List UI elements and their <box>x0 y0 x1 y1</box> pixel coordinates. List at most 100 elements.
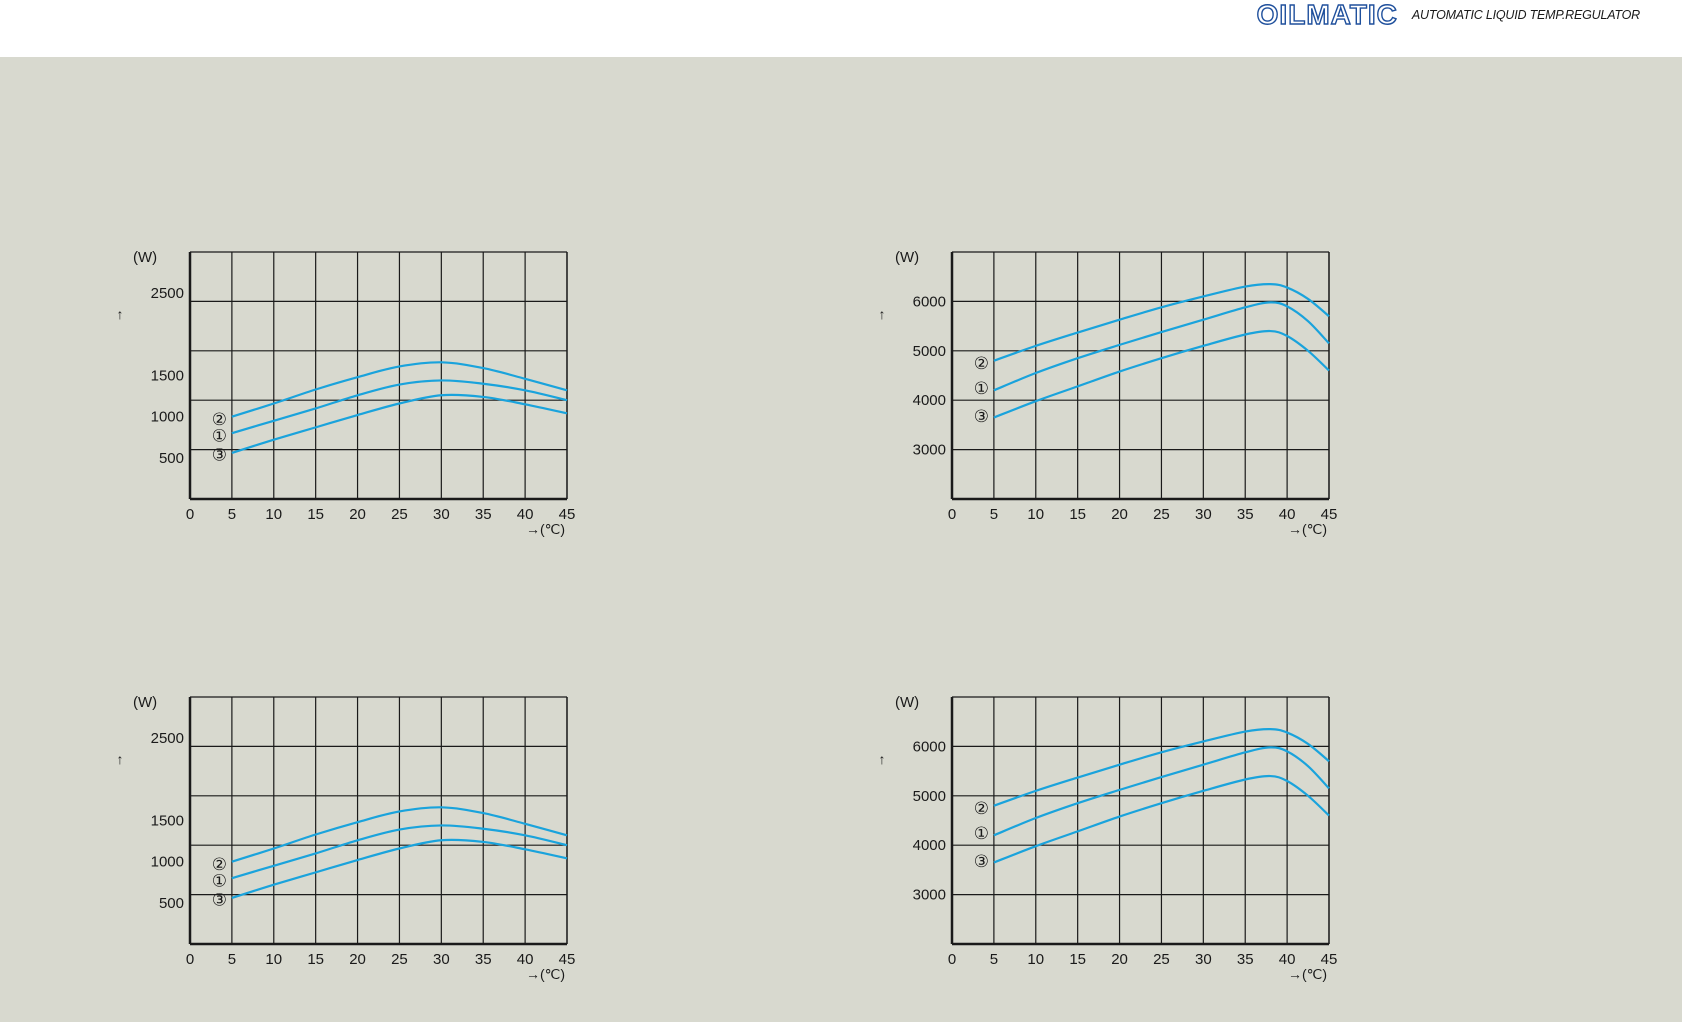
x-tick-label: 25 <box>1153 951 1170 968</box>
y-tick-label: 1000 <box>151 854 184 871</box>
y-tick-label: 500 <box>159 895 184 912</box>
y-axis-unit: (W) <box>133 694 157 711</box>
series-label: ③ <box>212 446 227 465</box>
series-line <box>231 379 568 435</box>
x-tick-label: 0 <box>186 951 194 968</box>
y-tick-label: 5000 <box>913 788 946 805</box>
brand: OILMATIC AUTOMATIC LIQUID TEMP.REGULATOR <box>1256 0 1640 31</box>
x-tick-label: 5 <box>228 506 236 523</box>
x-tick-label: 0 <box>186 506 194 523</box>
x-tick-label: 30 <box>433 951 450 968</box>
x-tick-label: 35 <box>1237 951 1254 968</box>
series-line <box>231 806 568 863</box>
brand-logo: OILMATIC <box>1256 0 1398 31</box>
series-label: ② <box>974 354 989 373</box>
chart-bottom-right: 0 5 10 15 20 25 30 35 40 45→(℃) 3000 4000 5000 6000 (W… <box>879 694 1338 982</box>
x-tick-label: 0 <box>948 506 956 523</box>
x-tick-label: 30 <box>433 506 450 523</box>
brand-tagline: AUTOMATIC LIQUID TEMP.REGULATOR <box>1411 8 1640 22</box>
x-tick-label: 5 <box>990 951 998 968</box>
y-tick-label: 1500 <box>151 813 184 830</box>
charts-panel: 0 5 10 15 20 25 30 35 40 45 →(℃) 500 1000 1500 2500 (W)… <box>0 57 1682 1022</box>
series-label: ③ <box>974 852 989 871</box>
series-line <box>993 282 1330 362</box>
x-tick-label: 15 <box>307 506 324 523</box>
x-tick-label: 45 <box>559 506 576 523</box>
x-axis-unit: →(℃) <box>526 521 565 537</box>
series-label: ② <box>212 410 227 429</box>
series-line <box>993 301 1330 392</box>
y-axis-unit: (W) <box>895 694 919 711</box>
series-line <box>993 329 1330 419</box>
series-line <box>231 361 568 418</box>
x-tick-label: 10 <box>1027 951 1044 968</box>
y-axis-arrow: ↑ <box>117 751 124 767</box>
x-tick-label: 10 <box>1027 506 1044 523</box>
chart-bottom-left: 0 5 10 15 20 25 30 35 40 45→(℃) 500 1000 1500 2500 (W)… <box>117 694 576 982</box>
x-tick-label: 45 <box>1321 951 1338 968</box>
x-axis-unit: →(℃) <box>1288 521 1327 537</box>
series-line <box>993 746 1330 837</box>
x-tick-label: 40 <box>517 506 534 523</box>
y-tick-label: 3000 <box>913 887 946 904</box>
y-tick-label: 2500 <box>151 730 184 747</box>
x-tick-label: 40 <box>517 951 534 968</box>
x-tick-label: 25 <box>391 951 408 968</box>
series-line <box>993 774 1330 864</box>
x-tick-label: 5 <box>228 951 236 968</box>
x-tick-label: 5 <box>990 506 998 523</box>
y-tick-label: 1500 <box>151 368 184 385</box>
series-label: ③ <box>974 407 989 426</box>
y-tick-label: 1000 <box>151 409 184 426</box>
x-tick-label: 40 <box>1279 951 1296 968</box>
chart-top-left: 0 5 10 15 20 25 30 35 40 45→(℃) 500 1000 1500 2500 (W)… <box>117 249 576 537</box>
x-tick-label: 15 <box>307 951 324 968</box>
y-tick-label: 5000 <box>913 343 946 360</box>
series-line <box>993 727 1330 807</box>
x-tick-label: 25 <box>391 506 408 523</box>
series-label: ① <box>974 824 989 843</box>
x-tick-label: 30 <box>1195 506 1212 523</box>
x-tick-label: 40 <box>1279 506 1296 523</box>
series-label: ① <box>212 427 227 446</box>
x-tick-label: 35 <box>475 506 492 523</box>
y-tick-label: 500 <box>159 450 184 467</box>
x-tick-label: 10 <box>265 506 282 523</box>
x-tick-label: 0 <box>948 951 956 968</box>
series-label: ② <box>974 799 989 818</box>
series-label: ② <box>212 855 227 874</box>
series-label: ③ <box>212 891 227 910</box>
y-tick-label: 6000 <box>913 738 946 755</box>
x-axis-unit: →(℃) <box>1288 966 1327 982</box>
chart-top-right: 0 5 10 15 20 25 30 35 40 45→(℃) 3000 4000 5000 6000 (W… <box>879 249 1338 537</box>
series-label: ① <box>974 379 989 398</box>
x-tick-label: 45 <box>1321 506 1338 523</box>
x-tick-label: 20 <box>349 951 366 968</box>
x-tick-label: 25 <box>1153 506 1170 523</box>
series-line <box>231 824 568 880</box>
x-tick-label: 20 <box>349 506 366 523</box>
x-tick-label: 15 <box>1069 951 1086 968</box>
x-tick-label: 10 <box>265 951 282 968</box>
y-axis-arrow: ↑ <box>879 306 886 322</box>
y-tick-label: 6000 <box>913 293 946 310</box>
page-header: OILMATIC AUTOMATIC LIQUID TEMP.REGULATOR <box>0 0 1682 57</box>
x-tick-label: 35 <box>475 951 492 968</box>
y-axis-arrow: ↑ <box>879 751 886 767</box>
y-axis-unit: (W) <box>133 249 157 266</box>
x-tick-label: 30 <box>1195 951 1212 968</box>
x-tick-label: 20 <box>1111 951 1128 968</box>
x-tick-label: 35 <box>1237 506 1254 523</box>
y-tick-label: 3000 <box>913 442 946 459</box>
series-line <box>231 838 568 899</box>
y-axis-arrow: ↑ <box>117 306 124 322</box>
y-tick-label: 4000 <box>913 392 946 409</box>
series-line <box>231 393 568 454</box>
x-tick-label: 20 <box>1111 506 1128 523</box>
x-tick-label: 15 <box>1069 506 1086 523</box>
y-axis-unit: (W) <box>895 249 919 266</box>
series-label: ① <box>212 872 227 891</box>
x-tick-label: 45 <box>559 951 576 968</box>
y-tick-label: 2500 <box>151 285 184 302</box>
y-tick-label: 4000 <box>913 837 946 854</box>
